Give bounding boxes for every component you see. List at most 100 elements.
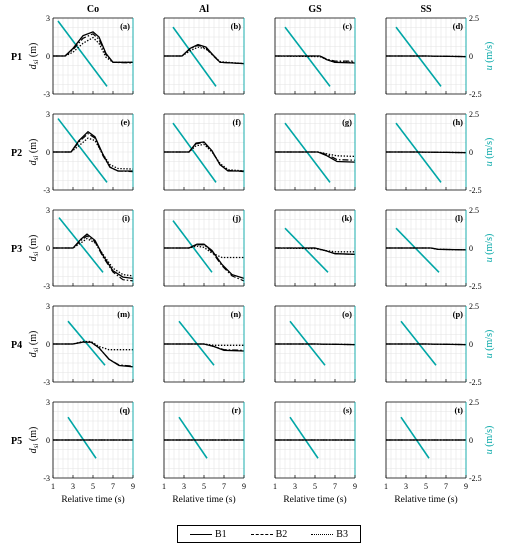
y-tick-label-left: -3: [43, 90, 50, 99]
panel-label: (l): [455, 213, 463, 223]
panel-label: (n): [231, 309, 242, 319]
series-b2: [53, 235, 134, 282]
y-tick-label-left: 3: [46, 302, 50, 311]
x-tick-label: 1: [384, 482, 388, 491]
panel-label: (p): [453, 309, 464, 319]
panel-i: (i) -3 0 3: [43, 206, 134, 291]
panel-label: (b): [231, 21, 242, 31]
velocity-line: [178, 320, 215, 366]
x-axis-label: Relative time (s): [394, 494, 457, 505]
panel-j: (j): [163, 209, 245, 287]
velocity-line: [400, 320, 437, 366]
row-label-p1: P1: [11, 52, 22, 63]
panel-label: (o): [342, 309, 352, 319]
ylabel-right: u (m/s): [484, 42, 495, 71]
x-tick-label: 3: [71, 482, 75, 491]
series-b2: [53, 341, 134, 367]
panel-b: (b): [163, 17, 245, 95]
velocity-line: [57, 118, 108, 183]
x-tick-label: 9: [242, 482, 246, 491]
y-tick-label-left: -3: [43, 186, 50, 195]
x-axis-label: Relative time (s): [283, 494, 346, 505]
legend-swatch-b1: [189, 533, 212, 535]
panel-s: (s) 1 3 5 7 9 Relative time (s): [273, 401, 357, 505]
x-tick-label: 7: [444, 482, 448, 491]
panel-c: (c): [274, 17, 356, 95]
panel-label: (s): [343, 405, 352, 415]
x-axis-label: Relative time (s): [61, 494, 124, 505]
x-tick-label: 1: [51, 482, 55, 491]
ylabel-left: dsi (m): [28, 427, 40, 454]
panel-label: (j): [233, 213, 242, 223]
y-tick-label-right: 0: [469, 340, 473, 349]
series-b2: [164, 44, 245, 65]
panel-f: (f): [163, 113, 245, 191]
panel-k: (k): [274, 209, 356, 287]
series-b2: [53, 132, 134, 173]
series-b3: [53, 340, 133, 351]
velocity-line: [172, 26, 217, 87]
series-b2: [164, 343, 245, 351]
legend: B1 B2 B3: [177, 525, 361, 543]
x-tick-label: 7: [111, 482, 115, 491]
velocity-line: [400, 416, 430, 459]
panel-n: (n): [163, 305, 245, 383]
velocity-line: [289, 416, 319, 459]
panel-label: (f): [233, 117, 242, 127]
y-tick-label-left: 3: [46, 398, 50, 407]
x-tick-label: 7: [333, 482, 337, 491]
x-tick-label: 3: [182, 482, 186, 491]
velocity-line: [395, 227, 440, 273]
panel-label: (i): [122, 213, 130, 223]
series-b3: [386, 151, 467, 154]
x-tick-label: 5: [313, 482, 317, 491]
velocity-line: [289, 320, 326, 366]
y-tick-label-right: 0: [469, 52, 473, 61]
y-tick-label-right: 2.5: [469, 398, 479, 407]
y-tick-label-right: -2.5: [469, 474, 482, 483]
legend-label-b1: B1: [214, 528, 227, 540]
x-tick-label: 3: [404, 482, 408, 491]
x-tick-label: 5: [91, 482, 95, 491]
panel-p: (p) -2.5 0 2.5: [385, 302, 482, 387]
y-tick-label-left: 3: [46, 110, 50, 119]
x-tick-label: 5: [424, 482, 428, 491]
y-tick-label-right: 2.5: [469, 14, 479, 23]
legend-label-b3: B3: [336, 528, 348, 540]
velocity-line: [67, 320, 106, 366]
column-header-al: Al: [199, 4, 209, 15]
panel-label: (q): [120, 405, 131, 415]
column-header-ss: SS: [420, 4, 432, 15]
legend-swatch-b3: [311, 533, 334, 535]
panel-label: (h): [453, 117, 464, 127]
panel-label: (e): [121, 117, 131, 127]
x-tick-label: 9: [131, 482, 135, 491]
row-label-p3: P3: [11, 244, 22, 255]
ylabel-right: u (m/s): [484, 234, 495, 263]
series-b3: [164, 245, 244, 259]
panel-label: (d): [453, 21, 464, 31]
row-label-p5: P5: [11, 436, 22, 447]
y-tick-label-right: -2.5: [469, 282, 482, 291]
series-b1: [275, 55, 356, 64]
ylabel-left: dsi (m): [28, 235, 40, 262]
velocity-line: [57, 20, 108, 87]
y-tick-label-left: -3: [43, 474, 50, 483]
y-tick-label-left: 3: [46, 206, 50, 215]
panel-label: (g): [342, 117, 352, 127]
y-tick-label-right: -2.5: [469, 90, 482, 99]
panel-label: (k): [342, 213, 353, 223]
y-tick-label-left: 0: [46, 340, 50, 349]
x-tick-label: 9: [353, 482, 357, 491]
y-tick-label-right: -2.5: [469, 186, 482, 195]
y-tick-label-left: 3: [46, 14, 50, 23]
legend-item-b2: B2: [250, 529, 287, 540]
y-tick-label-right: 0: [469, 436, 473, 445]
ylabel-left: dsi (m): [28, 43, 40, 70]
series-b3: [53, 36, 133, 63]
panel-t: (t) -2.5 0 2.5 1 3 5 7 9 Relative time (s): [384, 398, 482, 505]
series-b3: [274, 55, 355, 63]
velocity-line: [58, 217, 104, 273]
x-tick-label: 9: [464, 482, 468, 491]
